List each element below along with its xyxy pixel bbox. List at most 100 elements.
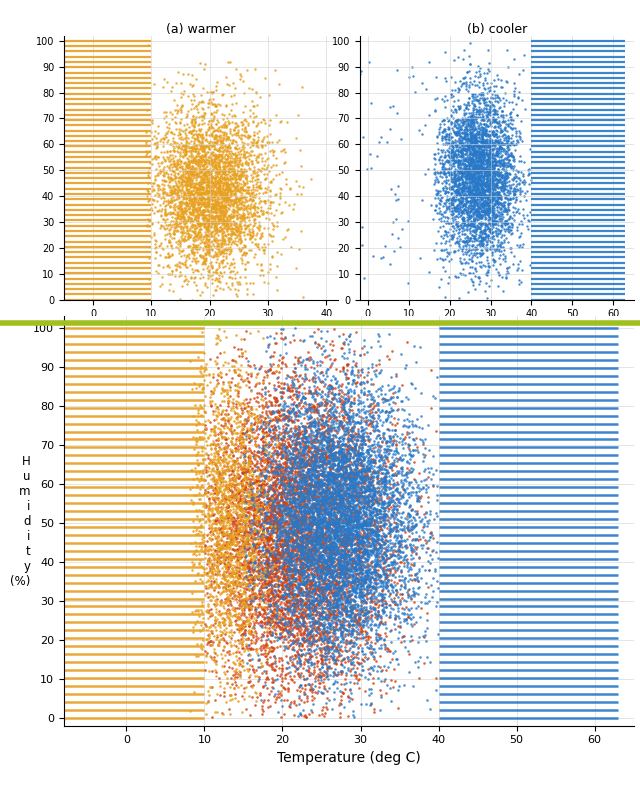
Point — [261, 465, 271, 477]
Point — [334, 606, 344, 619]
Point — [326, 447, 337, 460]
Point — [344, 589, 354, 602]
Point — [341, 446, 351, 458]
Point — [292, 580, 303, 593]
Point — [310, 447, 321, 460]
Point — [362, 534, 372, 546]
Point — [234, 486, 244, 499]
Point — [344, 518, 354, 531]
Point — [444, 163, 454, 176]
Point — [318, 503, 328, 515]
Point — [186, 127, 196, 140]
Point — [284, 407, 294, 419]
Point — [430, 204, 440, 216]
Point — [213, 215, 223, 228]
Point — [339, 421, 349, 434]
Point — [217, 233, 227, 246]
Point — [187, 194, 197, 207]
Point — [323, 504, 333, 517]
Point — [368, 526, 378, 538]
Point — [464, 181, 474, 193]
Point — [232, 568, 243, 580]
Point — [239, 540, 250, 553]
Point — [234, 172, 244, 185]
Point — [345, 469, 355, 481]
Point — [256, 485, 266, 497]
Point — [311, 445, 321, 458]
Point — [273, 654, 284, 667]
Point — [503, 236, 513, 248]
Point — [223, 481, 233, 494]
Point — [454, 154, 465, 167]
Point — [344, 601, 355, 614]
Point — [236, 210, 246, 223]
Point — [474, 161, 484, 174]
Point — [323, 363, 333, 376]
Point — [515, 114, 525, 127]
Point — [321, 512, 331, 525]
Point — [337, 497, 348, 510]
Point — [225, 259, 235, 271]
Point — [224, 528, 234, 541]
Point — [503, 204, 513, 216]
Point — [180, 140, 190, 152]
Point — [317, 613, 327, 626]
Point — [238, 531, 248, 544]
Point — [337, 580, 347, 592]
Point — [319, 377, 330, 390]
Point — [306, 550, 316, 562]
Point — [236, 437, 246, 450]
Point — [344, 530, 354, 542]
Point — [467, 186, 477, 198]
Point — [280, 424, 291, 437]
Point — [339, 579, 349, 592]
Point — [485, 172, 495, 185]
Point — [355, 477, 365, 490]
Point — [217, 121, 227, 133]
Point — [328, 653, 339, 665]
Point — [310, 535, 321, 548]
Point — [260, 449, 270, 462]
Point — [268, 222, 278, 235]
Point — [359, 615, 369, 627]
Point — [301, 583, 312, 596]
Point — [205, 481, 216, 493]
Point — [223, 238, 233, 251]
Point — [255, 508, 265, 520]
Point — [373, 449, 383, 462]
Point — [396, 531, 406, 544]
Point — [180, 251, 191, 263]
Point — [280, 526, 290, 538]
Point — [294, 485, 305, 497]
Point — [227, 563, 237, 576]
Point — [413, 581, 424, 594]
Point — [245, 463, 255, 476]
Point — [338, 469, 348, 481]
Point — [360, 505, 370, 518]
Point — [285, 611, 295, 624]
Point — [478, 170, 488, 183]
Point — [479, 224, 490, 237]
Point — [305, 477, 316, 490]
Point — [346, 463, 356, 476]
Point — [461, 133, 472, 146]
Point — [277, 552, 287, 565]
Point — [296, 593, 306, 606]
Point — [490, 136, 500, 149]
Point — [442, 245, 452, 258]
Point — [301, 492, 311, 504]
Point — [323, 492, 333, 505]
Point — [342, 519, 352, 532]
Point — [393, 552, 403, 565]
Point — [304, 535, 314, 548]
Point — [274, 548, 284, 561]
Point — [287, 554, 297, 567]
Point — [249, 149, 259, 162]
Point — [321, 517, 331, 530]
Point — [347, 489, 357, 502]
Point — [348, 570, 358, 583]
Point — [187, 156, 197, 169]
Point — [407, 517, 417, 530]
Point — [301, 497, 311, 510]
Point — [314, 607, 324, 619]
